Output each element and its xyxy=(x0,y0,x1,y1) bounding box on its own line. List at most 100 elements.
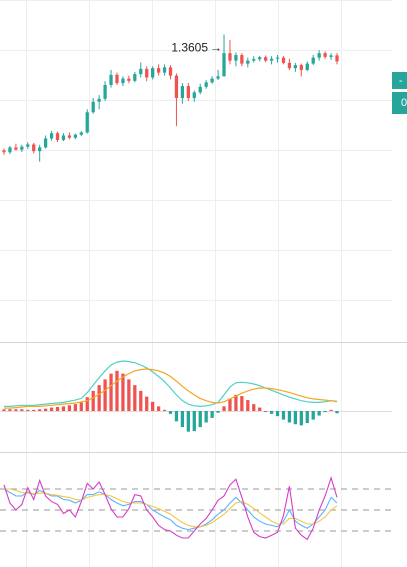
candle-body[interactable] xyxy=(127,78,131,81)
candle-body[interactable] xyxy=(317,53,321,58)
candle-body[interactable] xyxy=(228,53,232,61)
candle-body[interactable] xyxy=(139,68,143,75)
candle-body[interactable] xyxy=(174,75,179,99)
macd-histogram-bar xyxy=(49,407,54,411)
macd-histogram-bar xyxy=(186,411,190,432)
macd-histogram-bar xyxy=(38,409,42,411)
macd-histogram-bar xyxy=(264,411,268,412)
macd-histogram-bar xyxy=(73,404,77,411)
kdj-j-line xyxy=(3,475,338,541)
candle-body[interactable] xyxy=(8,147,12,153)
macd-histogram-bar xyxy=(2,409,6,411)
candle-body[interactable] xyxy=(168,67,173,76)
candle-body[interactable] xyxy=(67,135,72,138)
candle-body[interactable] xyxy=(115,74,119,84)
macd-histogram-bar xyxy=(317,411,321,416)
candle-body[interactable] xyxy=(26,144,30,147)
macd-histogram-bar xyxy=(228,398,232,411)
candle-body[interactable] xyxy=(49,133,54,139)
candle-body[interactable] xyxy=(186,86,190,99)
candle-body[interactable] xyxy=(145,68,149,78)
candle-body[interactable] xyxy=(61,135,66,140)
candle-body[interactable] xyxy=(20,146,24,150)
macd-histogram-bar xyxy=(97,385,101,411)
macd-histogram-bar xyxy=(139,390,143,411)
macd-histogram-bar xyxy=(85,397,89,411)
candle-body[interactable] xyxy=(275,57,280,59)
candle-body[interactable] xyxy=(240,55,244,64)
candle-body[interactable] xyxy=(180,86,185,99)
candle-body[interactable] xyxy=(216,76,220,79)
candle-body[interactable] xyxy=(156,68,161,73)
macd-histogram-bar xyxy=(151,401,155,411)
macd-histogram-bar xyxy=(311,411,315,420)
candle-body[interactable] xyxy=(38,147,42,152)
candle-body[interactable] xyxy=(55,133,60,140)
candle-body[interactable] xyxy=(91,101,95,113)
macd-histogram-bar xyxy=(14,409,18,411)
kdj-k-line xyxy=(3,488,338,531)
kdj-d-line xyxy=(4,488,338,528)
macd-panel[interactable] xyxy=(0,360,392,432)
candle-body[interactable] xyxy=(329,55,333,57)
macd-histogram-bar xyxy=(20,409,24,411)
macd-histogram-bar xyxy=(299,411,303,426)
price-tag-previous[interactable] xyxy=(392,92,407,114)
candle-body[interactable] xyxy=(293,65,298,69)
candle-body[interactable] xyxy=(299,65,303,70)
candle-body[interactable] xyxy=(192,92,196,99)
candle-body[interactable] xyxy=(121,78,125,84)
candle-body[interactable] xyxy=(246,60,250,64)
macd-histogram-bar xyxy=(269,411,274,414)
candle-body[interactable] xyxy=(234,55,238,61)
candle-body[interactable] xyxy=(85,112,89,133)
macd-histogram-bar xyxy=(252,404,256,411)
macd-histogram-bar xyxy=(174,411,179,422)
candle-body[interactable] xyxy=(204,82,208,87)
macd-histogram-bar xyxy=(222,406,226,411)
price-annotation: 1.3605 → xyxy=(171,41,222,55)
macd-histogram-bar xyxy=(162,409,167,411)
macd-histogram-bar xyxy=(32,409,36,411)
candle-body[interactable] xyxy=(210,78,214,83)
candle-body[interactable] xyxy=(252,59,256,61)
candle-body[interactable] xyxy=(305,63,309,70)
price-axis: - 0 xyxy=(392,72,407,114)
candle-body[interactable] xyxy=(281,57,286,63)
candle-body[interactable] xyxy=(222,53,226,77)
macd-histogram-bar xyxy=(79,402,83,411)
candle-body[interactable] xyxy=(2,150,6,153)
candle-body[interactable] xyxy=(311,57,315,64)
macd-histogram-bar xyxy=(168,411,173,414)
candle-body[interactable] xyxy=(14,147,18,150)
price-tag-previous-label: 0 xyxy=(401,97,407,109)
macd-histogram-bar xyxy=(55,406,60,411)
candle-body[interactable] xyxy=(198,86,202,93)
price-panel[interactable] xyxy=(2,34,339,162)
price-tag-current[interactable] xyxy=(392,72,407,89)
candle-body[interactable] xyxy=(32,144,36,152)
candle-body[interactable] xyxy=(73,134,77,138)
macd-histogram-bar xyxy=(198,411,202,428)
candle-body[interactable] xyxy=(264,57,268,61)
macd-histogram-bar xyxy=(293,411,298,425)
candle-body[interactable] xyxy=(335,55,339,62)
candle-body[interactable] xyxy=(287,62,292,69)
candle-body[interactable] xyxy=(43,138,48,148)
candle-body[interactable] xyxy=(97,98,101,102)
candle-body[interactable] xyxy=(258,57,262,60)
macd-histogram-bar xyxy=(67,405,72,411)
candle-body[interactable] xyxy=(79,132,83,135)
macd-histogram-bar xyxy=(26,409,30,411)
kdj-panel[interactable] xyxy=(0,475,392,541)
candle-body[interactable] xyxy=(103,84,107,99)
candle-body[interactable] xyxy=(133,74,137,81)
macd-histogram-bar xyxy=(61,406,66,411)
candle-body[interactable] xyxy=(323,53,327,57)
macd-histogram-bar xyxy=(43,408,48,411)
candle-body[interactable] xyxy=(269,58,274,61)
candle-body[interactable] xyxy=(151,68,155,78)
candle-body[interactable] xyxy=(109,74,113,85)
candle-body[interactable] xyxy=(162,67,167,73)
